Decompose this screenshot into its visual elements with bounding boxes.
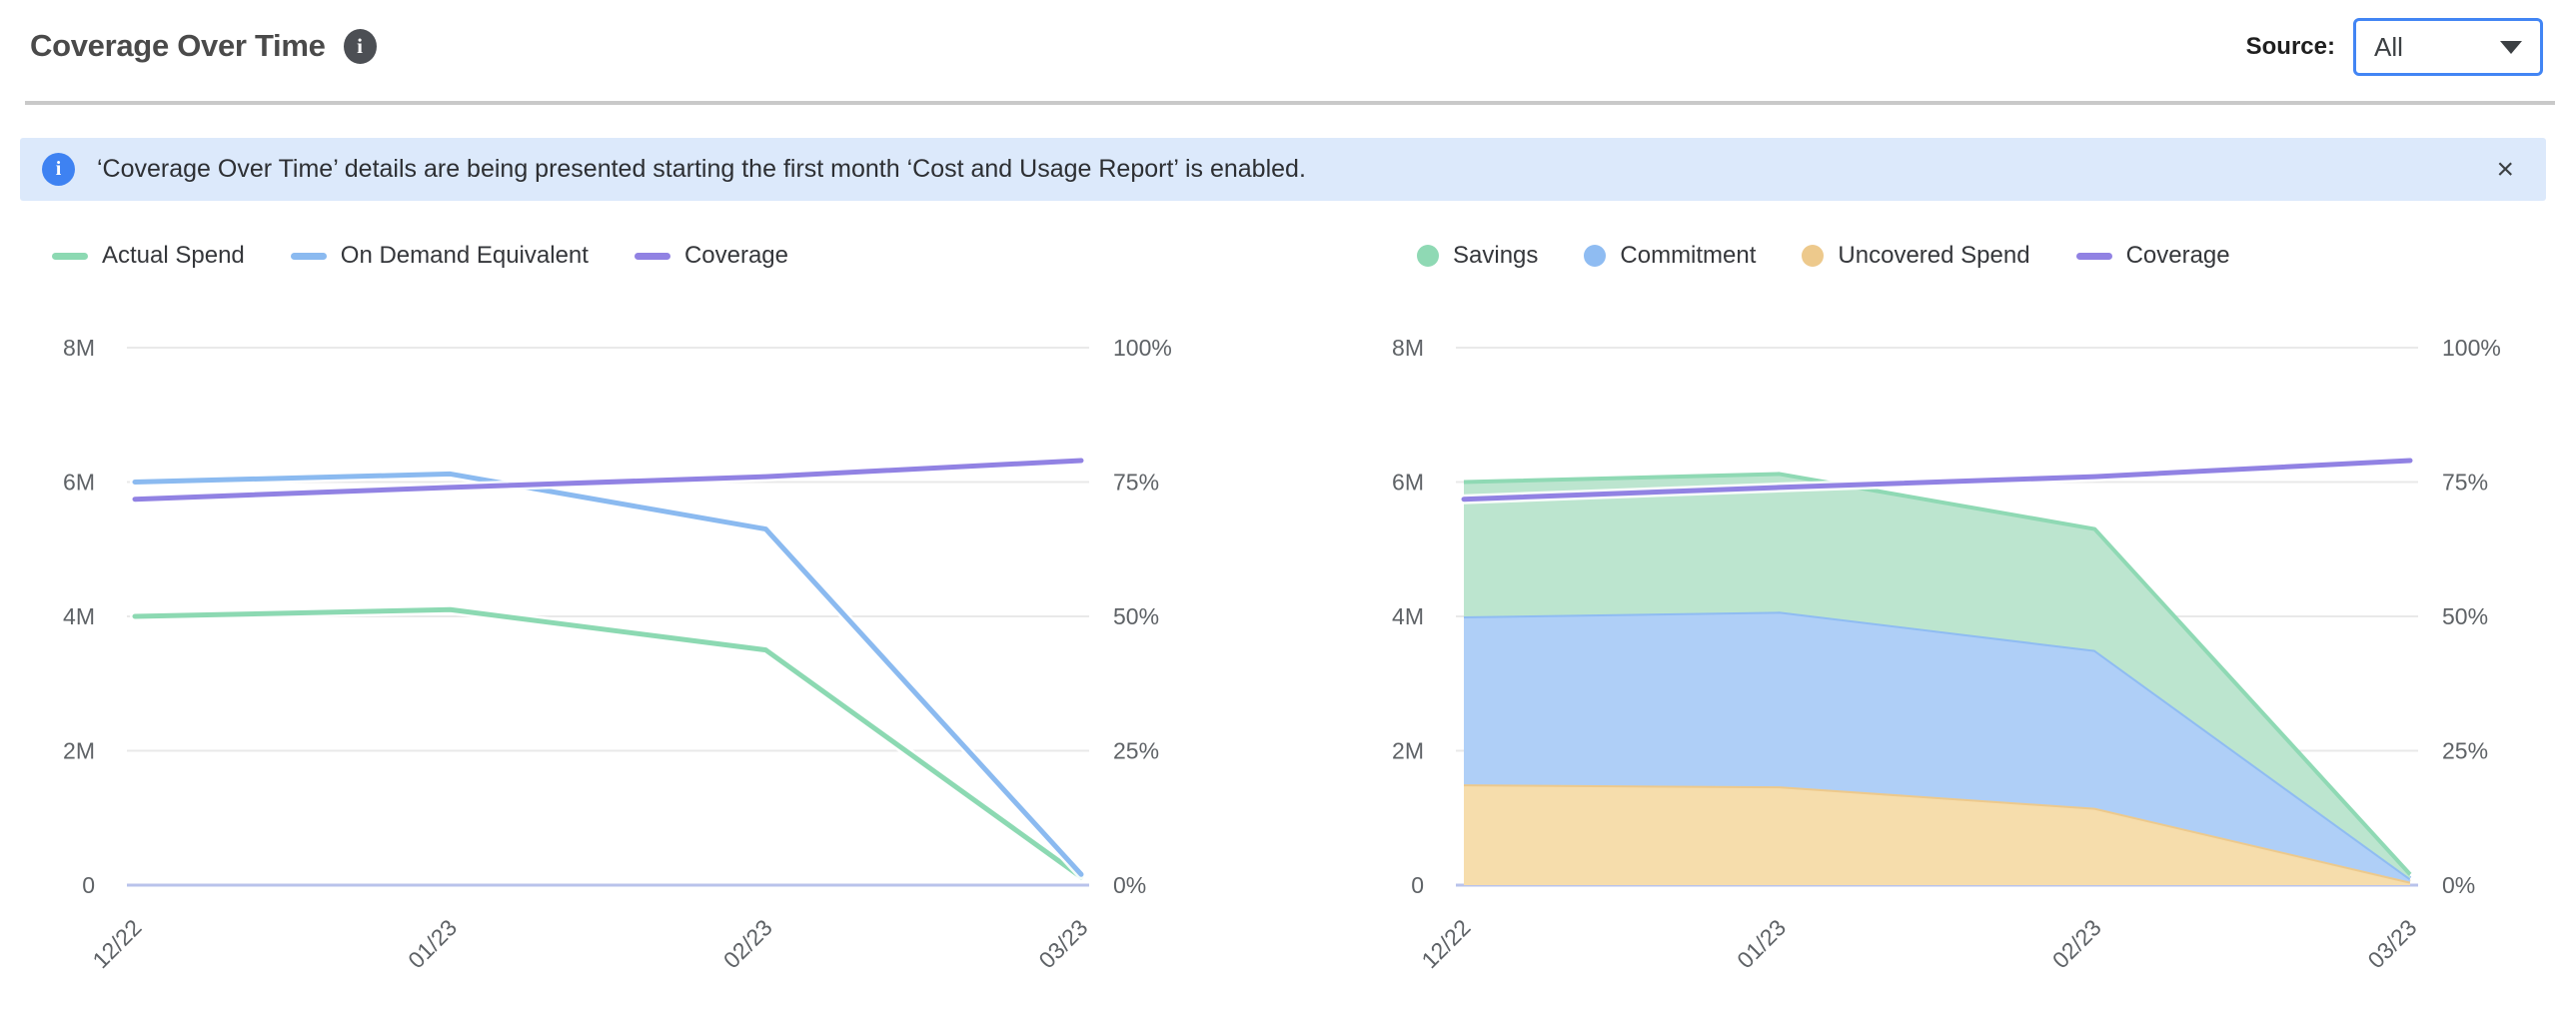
x-axis-tick-label: 01/23 [403, 914, 462, 973]
legend-label: Actual Spend [102, 242, 245, 269]
legend-line-swatch [2075, 252, 2112, 260]
area-chart-legend: Savings Commitment Uncovered Spend Coverage [1417, 238, 2230, 274]
y-right-tick-label: 0% [1113, 872, 1146, 898]
area-edge-savings [1463, 472, 2412, 876]
legend-label: On Demand Equivalent [340, 242, 589, 269]
y-right-tick-label: 100% [1113, 335, 1172, 361]
info-icon[interactable]: i [343, 28, 377, 64]
legend-item-actual-spend[interactable]: Actual Spend [52, 242, 245, 270]
legend-line-swatch [634, 252, 670, 260]
line-actual-spend[interactable] [132, 606, 1084, 880]
line-halo [130, 469, 1086, 880]
y-left-tick-label: 0 [82, 872, 95, 898]
x-axis-tick-label: 02/23 [2047, 914, 2106, 973]
area-commitment[interactable] [1464, 611, 2410, 882]
y-right-tick-label: 75% [1113, 470, 1159, 496]
page-title-group: Coverage Over Time i [30, 28, 377, 64]
legend-item-uncovered-spend[interactable]: Uncovered Spend [1802, 242, 2030, 270]
area-uncovered-spend[interactable] [1464, 784, 2410, 885]
legend-label: Coverage [683, 242, 788, 269]
coverage-line-chart[interactable]: 8M 100% 6M 75% 4M 50% 2M 25% 0 0% 12/22 01/23 02/23 0… [0, 300, 1249, 1015]
chevron-down-icon [2500, 40, 2522, 54]
y-left-tick-label: 2M [63, 738, 95, 764]
area-edge-commitment [1463, 609, 2412, 880]
y-right-tick-label: 0% [2442, 872, 2475, 898]
info-icon: i [42, 153, 75, 186]
page-title: Coverage Over Time [30, 28, 326, 63]
legend-label: Coverage [2125, 242, 2230, 269]
legend-item-on-demand-equivalent[interactable]: On Demand Equivalent [290, 242, 589, 270]
y-left-tick-label: 2M [1392, 738, 1424, 764]
info-banner: i ‘Coverage Over Time’ details are being… [20, 138, 2546, 201]
y-left-tick-label: 6M [63, 470, 95, 496]
legend-label: Savings [1453, 242, 1539, 269]
x-axis-tick-label: 03/23 [2362, 914, 2421, 973]
legend-item-savings[interactable]: Savings [1417, 242, 1538, 270]
legend-line-swatch [52, 252, 88, 260]
source-selected-value: All [2374, 31, 2403, 62]
legend-item-commitment[interactable]: Commitment [1584, 242, 1756, 270]
coverage-stacked-area-chart[interactable]: 8M 100% 6M 75% 4M 50% 2M 25% 0 0% 12/22 01/23 02/23 0… [1329, 300, 2573, 1015]
source-filter: Source: All [2246, 18, 2543, 76]
banner-message: ‘Coverage Over Time’ details are being p… [97, 155, 1306, 183]
y-left-tick-label: 4M [1392, 603, 1424, 629]
legend-label: Commitment [1620, 242, 1757, 269]
y-right-tick-label: 25% [2442, 738, 2488, 764]
y-left-tick-label: 4M [63, 603, 95, 629]
x-axis-tick-label: 12/22 [87, 914, 146, 973]
source-select[interactable]: All [2353, 18, 2543, 76]
x-axis-tick-label: 03/23 [1033, 914, 1092, 973]
legend-dot-swatch [1802, 245, 1825, 267]
legend-dot-swatch [1584, 245, 1607, 267]
close-icon[interactable]: × [2496, 152, 2514, 186]
legend-dot-swatch [1417, 245, 1439, 267]
y-left-tick-label: 8M [63, 335, 95, 361]
source-label: Source: [2245, 33, 2335, 60]
y-left-tick-label: 0 [1411, 872, 1424, 898]
line-on-demand-equivalent[interactable] [132, 471, 1084, 877]
legend-label: Uncovered Spend [1838, 242, 2030, 269]
line-halo [130, 604, 1086, 882]
x-axis-tick-label: 01/23 [1732, 914, 1791, 973]
header-divider [25, 101, 2555, 105]
y-right-tick-label: 50% [2442, 603, 2488, 629]
line-chart-legend: Actual Spend On Demand Equivalent Coverage [52, 238, 788, 274]
x-axis-tick-label: 02/23 [718, 914, 777, 973]
x-axis-tick-label: 12/22 [1416, 914, 1475, 973]
line-coverage[interactable] [132, 458, 1084, 503]
legend-line-swatch [290, 252, 327, 260]
y-right-tick-label: 50% [1113, 603, 1159, 629]
y-left-tick-label: 8M [1392, 335, 1424, 361]
legend-item-coverage[interactable]: Coverage [2075, 242, 2230, 270]
y-right-tick-label: 25% [1113, 738, 1159, 764]
legend-item-coverage[interactable]: Coverage [634, 242, 788, 270]
area-savings[interactable] [1464, 474, 2410, 879]
y-right-tick-label: 100% [2442, 335, 2501, 361]
y-right-tick-label: 75% [2442, 470, 2488, 496]
y-left-tick-label: 6M [1392, 470, 1424, 496]
line-coverage[interactable] [1461, 458, 2413, 503]
